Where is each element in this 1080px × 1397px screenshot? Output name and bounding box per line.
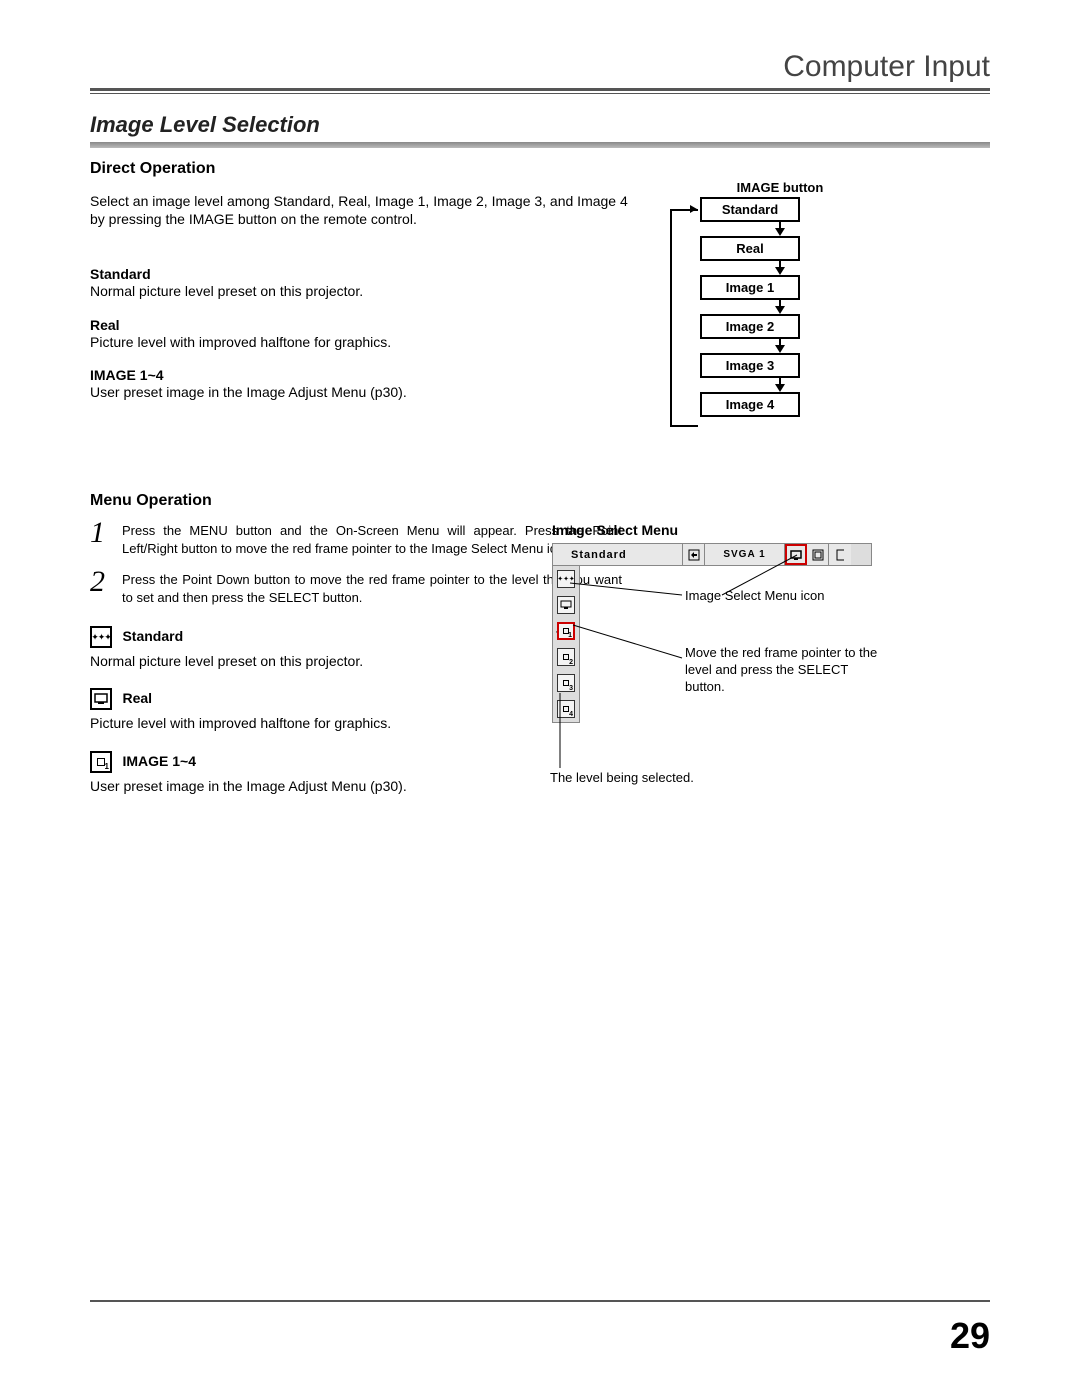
- menu-signal: SVGA 1: [705, 544, 785, 565]
- menu-def-standard-text: Normal picture level preset on this proj…: [90, 652, 630, 670]
- flow-box-image1: Image 1: [700, 275, 800, 300]
- real-icon: [90, 688, 112, 710]
- def-real-title: Real: [90, 317, 630, 333]
- arrow-down-icon: [775, 228, 785, 236]
- def-image14-text: User preset image in the Image Adjust Me…: [90, 383, 630, 401]
- step-2-number: 2: [90, 565, 105, 599]
- arrow-down-icon: [775, 267, 785, 275]
- arrow-down-icon: [775, 384, 785, 392]
- def-standard-text: Normal picture level preset on this proj…: [90, 282, 630, 300]
- preset-num-4: 4: [569, 711, 573, 718]
- arrow-down-icon: [775, 306, 785, 314]
- menu-screenshot: Standard SVGA 1 ✦✦✦ ✓ 1: [552, 543, 872, 723]
- menu-item-real: [553, 592, 579, 618]
- flow-box-image3: Image 3: [700, 353, 800, 378]
- callout-icon: Image Select Menu icon: [685, 588, 824, 605]
- menu-item-image4: 4: [553, 696, 579, 722]
- section-bar: [90, 142, 990, 148]
- menu-status: Standard: [553, 544, 683, 565]
- menu-item-image3: 3: [553, 670, 579, 696]
- def-image14-title: IMAGE 1~4: [90, 367, 630, 383]
- footer-rule: [90, 1300, 990, 1302]
- page-number: 29: [950, 1315, 990, 1357]
- image-select-menu-title: Image Select Menu: [552, 522, 678, 538]
- chapter-title: Computer Input: [783, 50, 990, 84]
- preset-num-1: 1: [568, 632, 572, 639]
- menu-def-image14-text: User preset image in the Image Adjust Me…: [90, 777, 630, 795]
- flow-title: IMAGE button: [700, 180, 860, 195]
- menu-def-image14-title: IMAGE 1~4: [122, 753, 196, 769]
- menu-item-standard: ✦✦✦: [553, 566, 579, 592]
- menu-def-real-title: Real: [122, 691, 152, 707]
- direct-operation-heading: Direct Operation: [90, 160, 630, 178]
- image-preset-icon: 1: [90, 751, 112, 773]
- arrow-down-icon: [775, 345, 785, 353]
- loop-arrow-icon: [690, 205, 697, 213]
- def-standard-title: Standard: [90, 266, 630, 282]
- menu-item-image1: ✓ 1: [553, 618, 579, 644]
- section-title: Image Level Selection: [90, 112, 320, 138]
- flow-box-image4: Image 4: [700, 392, 800, 417]
- menu-icon-slot-1: [683, 544, 705, 565]
- menu-item-image2: 2: [553, 644, 579, 670]
- step-1-number: 1: [90, 516, 105, 550]
- def-real-text: Picture level with improved halftone for…: [90, 333, 630, 351]
- step-2-text: Press the Point Down button to move the …: [122, 571, 622, 606]
- preset-num-2: 2: [569, 659, 573, 666]
- standard-icon: ✦✦✦: [90, 626, 112, 648]
- callout-selected: The level being selected.: [550, 770, 694, 787]
- flow-box-image2: Image 2: [700, 314, 800, 339]
- menu-icon-slot-3: [807, 544, 829, 565]
- step-1-text: Press the MENU button and the On-Screen …: [122, 522, 622, 557]
- preset-num-3: 3: [569, 685, 573, 692]
- direct-operation-intro: Select an image level among Standard, Re…: [90, 192, 630, 228]
- header-rule-thick: [90, 88, 990, 91]
- menu-def-standard-title: Standard: [122, 628, 183, 644]
- menu-def-real-text: Picture level with improved halftone for…: [90, 714, 630, 732]
- flow-box-standard: Standard: [700, 197, 800, 222]
- menu-operation-heading: Menu Operation: [90, 492, 630, 510]
- flow-box-real: Real: [700, 236, 800, 261]
- menu-image-select-icon: [785, 544, 807, 565]
- header-rule-thin: [90, 93, 990, 94]
- callout-pointer: Move the red frame pointer to the level …: [685, 645, 885, 696]
- menu-icon-slot-4: [829, 544, 851, 565]
